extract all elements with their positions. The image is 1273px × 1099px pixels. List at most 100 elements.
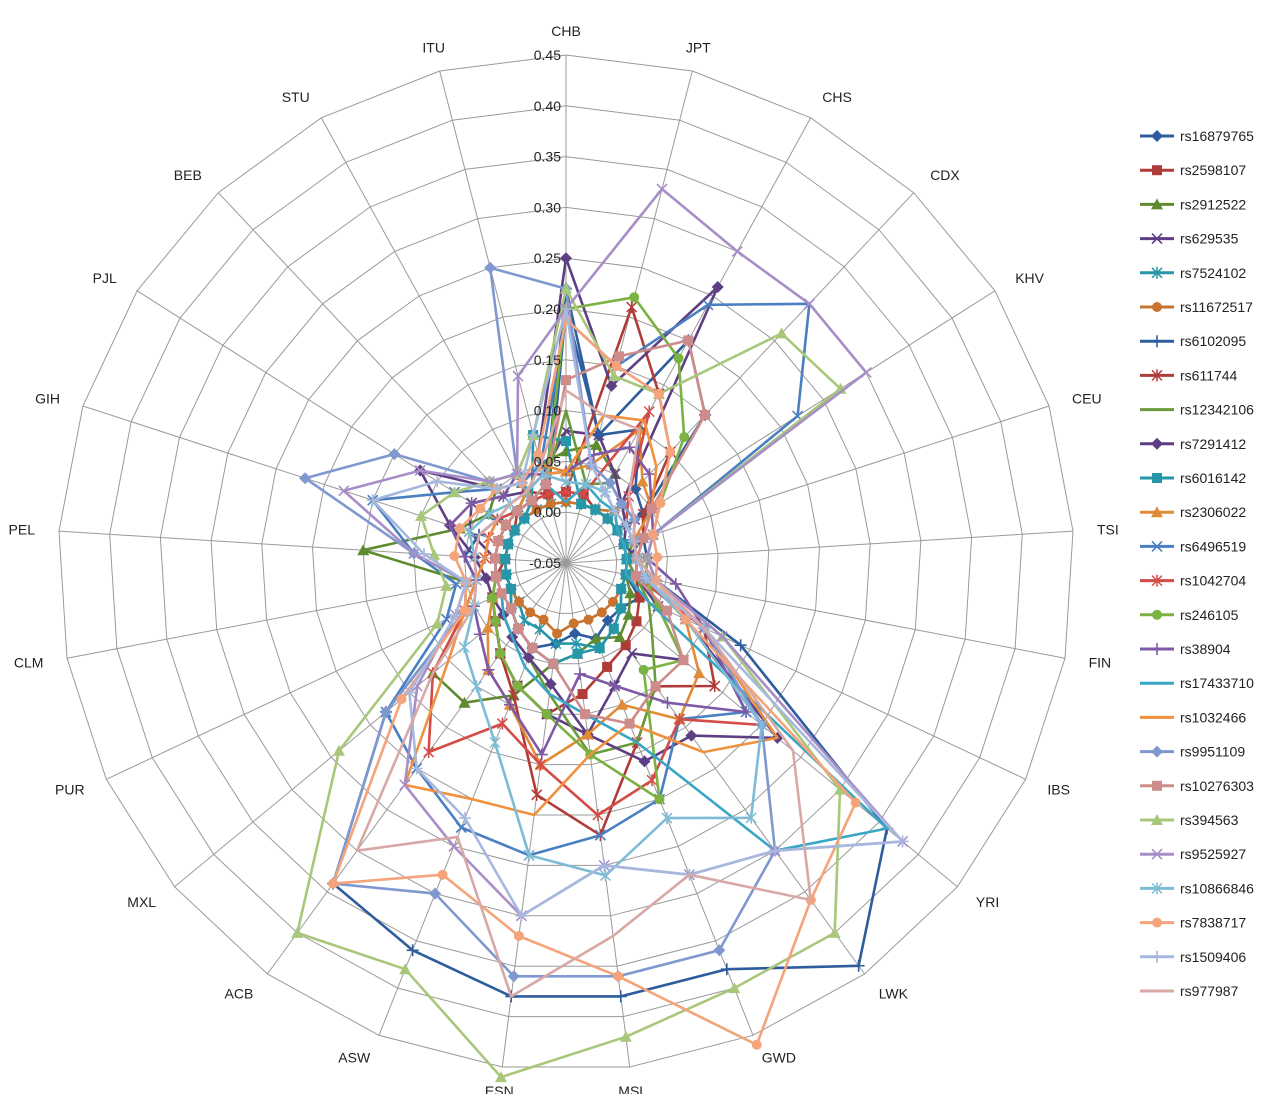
- data-point: [661, 696, 674, 709]
- data-point: [541, 709, 552, 720]
- data-point: [1151, 369, 1163, 382]
- data-point: [572, 648, 583, 659]
- data-point: [448, 840, 460, 852]
- data-point: [1151, 437, 1163, 450]
- legend-label: rs12342106: [1180, 402, 1254, 418]
- category-label: BEB: [174, 167, 202, 183]
- legend-item: rs11672517: [1140, 299, 1253, 315]
- category-label: GWD: [762, 1050, 796, 1066]
- data-point: [616, 583, 627, 594]
- category-label: KHV: [1015, 270, 1044, 286]
- series-line: [371, 302, 811, 857]
- grid-ring: [58, 54, 1074, 1068]
- data-point: [620, 640, 631, 651]
- data-point: [495, 1071, 508, 1083]
- data-point: [614, 990, 627, 1003]
- legend-item: rs10276303: [1140, 778, 1254, 794]
- data-point: [514, 596, 525, 607]
- data-point: [613, 971, 624, 982]
- data-point: [828, 926, 841, 938]
- data-point: [896, 835, 909, 848]
- legend-label: rs1032466: [1180, 709, 1246, 725]
- data-point: [1151, 335, 1163, 348]
- legend-item: rs1032466: [1140, 709, 1246, 725]
- data-point: [685, 729, 698, 742]
- series-line: [355, 388, 813, 998]
- data-point: [599, 485, 612, 498]
- data-point: [455, 821, 467, 834]
- data-point: [598, 859, 611, 872]
- data-point: [638, 532, 649, 543]
- data-point: [1151, 198, 1163, 210]
- data-point: [679, 432, 690, 443]
- data-point: [465, 497, 478, 510]
- legend-label: rs6496519: [1180, 538, 1246, 554]
- data-point: [601, 614, 614, 627]
- data-point: [581, 728, 594, 740]
- legend-item: rs977987: [1140, 983, 1239, 999]
- legend-item: rs2598107: [1140, 162, 1246, 178]
- data-point: [534, 623, 546, 636]
- data-point: [580, 478, 592, 491]
- data-point: [560, 485, 572, 498]
- data-point: [620, 518, 633, 531]
- data-point: [1151, 950, 1163, 963]
- data-point: [850, 797, 861, 808]
- data-point: [515, 476, 528, 489]
- legend-label: rs2912522: [1180, 196, 1246, 212]
- data-point: [1151, 848, 1163, 860]
- legend-item: rs2306022: [1140, 504, 1246, 520]
- data-point: [1152, 609, 1162, 620]
- legend-item: rs38904: [1140, 641, 1231, 657]
- data-point: [531, 504, 542, 515]
- data-point: [291, 926, 304, 938]
- category-label: YRI: [976, 894, 999, 910]
- data-point: [448, 486, 461, 498]
- data-point: [592, 808, 604, 821]
- data-point: [506, 603, 517, 614]
- data-point: [428, 548, 441, 560]
- data-point: [615, 603, 626, 614]
- data-point: [545, 498, 556, 509]
- legend-label: rs7291412: [1180, 436, 1246, 452]
- data-point: [662, 605, 673, 616]
- legend-label: rs1509406: [1180, 949, 1246, 965]
- data-point: [619, 1030, 632, 1042]
- data-point: [646, 503, 657, 514]
- data-point: [535, 758, 547, 771]
- grid-spoke: [58, 530, 567, 564]
- tick-label: 0.35: [534, 149, 561, 165]
- data-point: [560, 282, 572, 294]
- data-point: [513, 623, 524, 634]
- legend-label: rs10866846: [1180, 880, 1254, 896]
- data-point: [665, 446, 676, 457]
- data-point: [641, 552, 653, 564]
- data-point: [490, 553, 501, 564]
- grid-ring: [159, 156, 973, 967]
- data-point: [1151, 643, 1163, 655]
- category-label: FIN: [1089, 655, 1112, 671]
- data-point: [609, 468, 621, 480]
- data-point: [560, 303, 572, 315]
- data-point: [626, 301, 638, 314]
- data-point: [576, 498, 587, 509]
- data-point: [414, 464, 426, 477]
- data-point: [745, 811, 757, 824]
- legend-label: rs246105: [1180, 607, 1239, 623]
- data-point: [509, 525, 520, 536]
- series-rs977987: [355, 388, 813, 998]
- legend-label: rs7838717: [1180, 915, 1246, 931]
- data-point: [602, 661, 613, 672]
- data-point: [463, 525, 475, 538]
- data-point: [560, 252, 572, 265]
- data-point: [643, 405, 655, 418]
- data-point: [775, 327, 788, 339]
- data-point: [638, 755, 651, 768]
- series-line: [295, 287, 842, 1079]
- category-label: CLM: [14, 655, 44, 671]
- data-point: [526, 495, 537, 506]
- data-point: [594, 829, 606, 841]
- data-point: [406, 944, 419, 957]
- legend-item: rs1509406: [1140, 949, 1246, 965]
